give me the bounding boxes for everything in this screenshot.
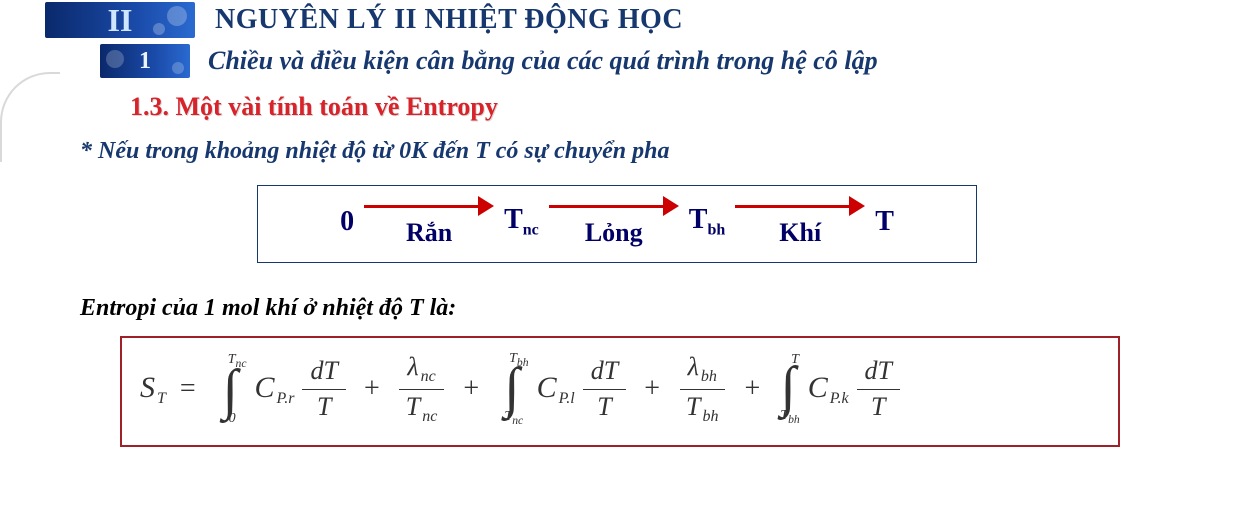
integral-1: Tnc ∫ 0 — [214, 353, 247, 425]
phase-label-solid: Rắn — [406, 218, 452, 248]
subheader-row: 1 Chiều và điều kiện cân bằng của các qu… — [0, 44, 1234, 78]
plus-sign: + — [451, 373, 491, 405]
coef-2: CP.l — [537, 371, 575, 408]
phase-label-liquid: Lỏng — [585, 218, 643, 248]
phase-seg-solid: Rắn — [364, 196, 494, 248]
frac-dt-3: dT T — [857, 357, 900, 421]
plus-sign: + — [732, 373, 772, 405]
equals-sign: = — [166, 373, 210, 405]
integral-2: Tbh ∫ Tnc — [495, 352, 528, 427]
phase-seg-gas: Khí — [735, 196, 865, 248]
phase-temp-bh: Tbh — [683, 204, 731, 240]
integral-3: T ∫ Tbh — [776, 353, 799, 425]
main-title: NGUYÊN LÝ II NHIỆT ĐỘNG HỌC — [215, 4, 683, 36]
entropy-formula: ST = Tnc ∫ 0 CP.r dT T + λnc Tnc + Tb — [140, 352, 1100, 427]
header-row: II NGUYÊN LÝ II NHIỆT ĐỘNG HỌC — [0, 0, 1234, 38]
plus-sign: + — [632, 373, 672, 405]
section-badge: 1 — [100, 44, 190, 78]
arrow-icon — [364, 196, 494, 216]
formula-box: ST = Tnc ∫ 0 CP.r dT T + λnc Tnc + Tb — [120, 336, 1120, 447]
entropy-label: Entropi của 1 mol khí ở nhiệt độ T là: — [80, 295, 1234, 322]
chapter-badge: II — [45, 2, 195, 38]
frac-lambda-nc: λnc Tnc — [398, 353, 446, 425]
section-heading: 1.3. Một vài tính toán về Entropy — [130, 92, 1234, 122]
frac-lambda-bh: λbh Tbh — [678, 353, 726, 425]
phase-seg-liquid: Lỏng — [549, 196, 679, 248]
phase-temp-T: T — [869, 206, 900, 238]
note-line: * Nếu trong khoảng nhiệt độ từ 0K đến T … — [80, 138, 1234, 165]
phase-flow: 0 Rắn Tnc Lỏng Tbh Khí T — [276, 196, 958, 248]
coef-1: CP.r — [255, 371, 295, 408]
arrow-icon — [735, 196, 865, 216]
frac-dt-1: dT T — [302, 357, 345, 421]
slide: II NGUYÊN LÝ II NHIỆT ĐỘNG HỌC 1 Chiều v… — [0, 0, 1234, 529]
frac-dt-2: dT T — [583, 357, 626, 421]
formula-lhs: ST — [140, 371, 166, 408]
decorative-curve — [0, 72, 60, 162]
sub-title: Chiều và điều kiện cân bằng của các quá … — [208, 46, 878, 76]
coef-3: CP.k — [808, 371, 849, 408]
phase-temp-0: 0 — [334, 206, 360, 238]
arrow-icon — [549, 196, 679, 216]
phase-label-gas: Khí — [779, 218, 821, 248]
phase-temp-nc: Tnc — [498, 204, 545, 240]
phase-diagram-box: 0 Rắn Tnc Lỏng Tbh Khí T — [257, 185, 977, 263]
plus-sign: + — [352, 373, 392, 405]
